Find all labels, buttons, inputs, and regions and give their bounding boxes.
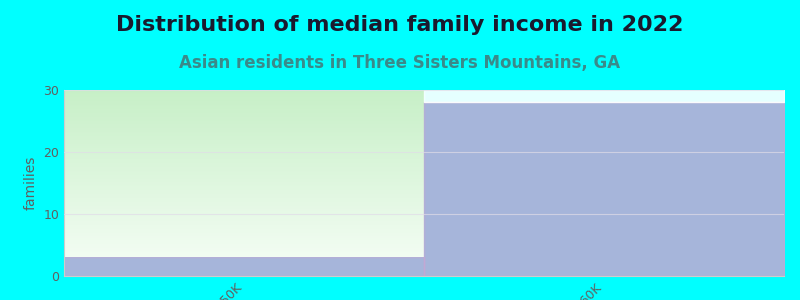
Y-axis label: families: families [24,156,38,210]
Text: Asian residents in Three Sisters Mountains, GA: Asian residents in Three Sisters Mountai… [179,54,621,72]
Text: Distribution of median family income in 2022: Distribution of median family income in … [116,15,684,35]
